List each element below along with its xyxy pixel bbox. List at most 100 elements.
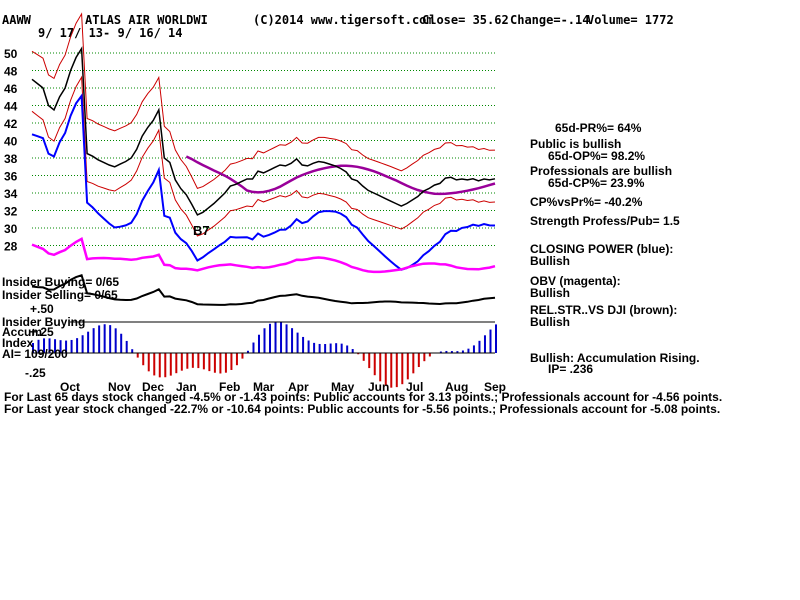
- pr-value: 65d-PR%= 64%: [555, 121, 642, 135]
- accum-bar: [357, 353, 360, 355]
- accum-bar: [417, 353, 420, 368]
- accum-bar: [461, 350, 464, 353]
- relstr-label: REL.STR..VS DJI (brown):: [530, 303, 678, 317]
- pros-bullish: Professionals are bullish: [530, 164, 673, 178]
- relstr-state: Bullish: [530, 315, 571, 329]
- x-tick-label: Mar: [253, 380, 275, 394]
- accum-bar: [269, 323, 272, 353]
- accum-bar: [483, 335, 486, 353]
- accum-bar: [54, 339, 57, 353]
- y-tick-label: 32: [4, 205, 18, 219]
- accum-bar: [313, 342, 316, 353]
- insider-buying: Insider Buying= 0/65: [2, 275, 120, 289]
- accum-bar: [324, 344, 327, 353]
- accum-bar: [291, 328, 294, 353]
- y-tick-label: 48: [4, 65, 18, 79]
- accum-bar: [175, 353, 178, 374]
- accum-bar: [340, 343, 343, 353]
- accum-bar: [114, 328, 117, 353]
- x-tick-label: Dec: [142, 380, 164, 394]
- accum-bar: [213, 353, 216, 373]
- y-tick-label: 42: [4, 117, 18, 131]
- accumulation-bars: [32, 321, 497, 388]
- accum-bar: [274, 321, 277, 353]
- accum-bar: [489, 329, 492, 353]
- accum-bar: [495, 324, 497, 353]
- y-tick-label: 38: [4, 152, 18, 166]
- accum-bar: [368, 353, 371, 369]
- op-value: 65d-OP%= 98.2%: [548, 149, 646, 163]
- accum-bar: [246, 350, 249, 353]
- accum-bar: [43, 338, 46, 353]
- date-range: 9/ 17/ 13- 9/ 16/ 14: [38, 26, 183, 40]
- accum-bar: [142, 353, 145, 366]
- insider-buying-2: Insider Buying: [2, 315, 86, 329]
- cpvspr-value: CP%vsPr%= -40.2%: [530, 195, 643, 209]
- accum-bar: [186, 353, 189, 369]
- accum-label: Accum: [2, 325, 43, 339]
- accum-bar: [48, 338, 51, 353]
- obv-series: [31, 237, 496, 274]
- footer-line-1: For Last 65 days stock changed -4.5% or …: [4, 390, 723, 404]
- accum-bar: [318, 343, 321, 353]
- price-bands: [31, 12, 496, 237]
- relstr-line: [31, 274, 496, 306]
- accum-bar: [235, 353, 238, 366]
- accum-bar: [87, 331, 90, 353]
- accum-bar: [296, 332, 299, 353]
- accum-bar: [81, 335, 84, 353]
- price-series: [31, 46, 496, 216]
- closing-power-label: CLOSING POWER (blue):: [530, 242, 674, 256]
- x-tick-label: Jun: [368, 380, 389, 394]
- accum-bar: [428, 353, 431, 357]
- accum-bar: [153, 353, 156, 376]
- buy-marker: B7: [193, 223, 210, 238]
- strength-value: Strength Profess/Pub= 1.5: [530, 214, 680, 228]
- closing-power-state: Bullish: [530, 254, 571, 268]
- obv-line: [31, 237, 496, 274]
- x-tick-label: May: [331, 380, 355, 394]
- accum-bar: [423, 353, 426, 362]
- x-tick-label: Nov: [108, 380, 131, 394]
- accum-bar: [76, 338, 79, 353]
- accum-bar: [335, 343, 338, 353]
- accum-bar: [351, 349, 354, 353]
- x-tick-label: Feb: [219, 380, 240, 394]
- accum-bar: [219, 353, 222, 374]
- accum-bar: [302, 336, 305, 353]
- plus25-label: +.25: [30, 325, 54, 339]
- accum-bar: [401, 353, 404, 385]
- accum-summary: Bullish: Accumulation Rising.: [530, 351, 700, 365]
- accum-bar: [197, 353, 200, 369]
- volume-value: Volume= 1772: [587, 13, 674, 27]
- x-tick-label: Sep: [484, 380, 506, 394]
- accum-bar: [307, 340, 310, 353]
- accum-bar: [329, 343, 332, 353]
- accum-bar: [439, 351, 442, 353]
- y-tick-label: 44: [4, 100, 18, 114]
- y-tick-labels: 50 48 46 44 42 40 38 36 34 32 30 28: [4, 47, 18, 254]
- accum-bar: [208, 353, 211, 372]
- price-gridlines: [32, 52, 495, 246]
- cp-value: 65d-CP%= 23.9%: [548, 176, 645, 190]
- y-tick-label: 50: [4, 47, 18, 61]
- obv-state: Bullish: [530, 286, 571, 300]
- accum-bar: [32, 343, 34, 353]
- accum-bar: [98, 325, 101, 353]
- accum-bar: [280, 322, 283, 353]
- accum-bar: [224, 353, 227, 373]
- accum-bar: [169, 353, 172, 376]
- accum-bar: [406, 353, 409, 380]
- accum-bar: [125, 340, 128, 353]
- accum-bar: [285, 324, 288, 353]
- accum-bar: [456, 351, 459, 353]
- y-tick-label: 46: [4, 82, 18, 96]
- y-tick-label: 40: [4, 135, 18, 149]
- change-value: Change=-.14: [510, 13, 590, 27]
- insider-selling: Insider Selling= 0/65: [2, 288, 118, 302]
- accum-bar: [103, 324, 106, 353]
- price-line: [31, 46, 496, 216]
- accum-bar: [92, 328, 95, 353]
- accum-bar: [109, 325, 112, 353]
